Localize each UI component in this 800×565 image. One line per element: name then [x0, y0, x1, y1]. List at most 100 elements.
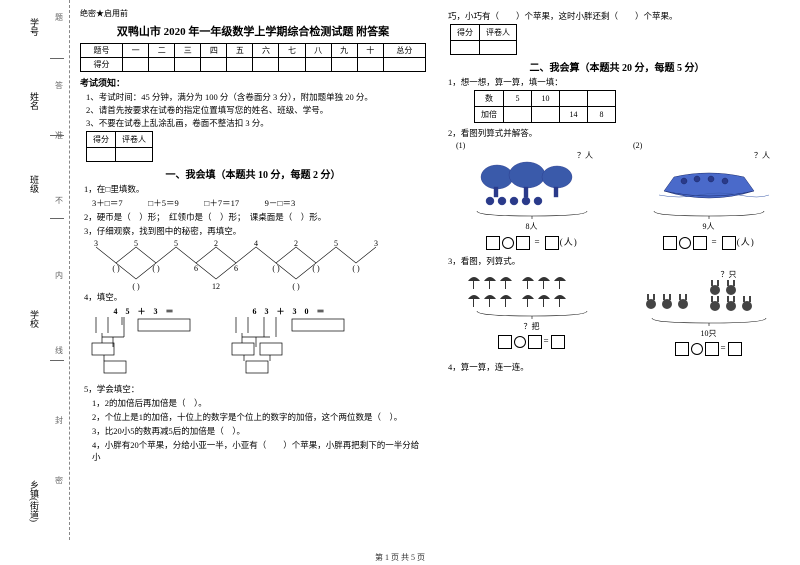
count-label: 9人 — [627, 221, 790, 232]
count-label: 10只 — [627, 328, 790, 339]
confidential-tag: 绝密★启用前 — [80, 8, 426, 19]
equation-row[interactable]: = (人) — [450, 235, 613, 250]
table-cell[interactable] — [504, 107, 532, 123]
brace-icon — [467, 309, 597, 319]
marker-blank[interactable] — [480, 41, 517, 55]
marker-cell: 评卷人 — [480, 25, 517, 41]
score-header: 六 — [253, 44, 279, 58]
table-cell[interactable] — [560, 91, 588, 107]
score-cell[interactable] — [279, 58, 305, 72]
section-a-title: 一、我会填（本题共 10 分，每题 2 分） — [80, 166, 426, 181]
zig-blank: ( ) — [352, 264, 360, 273]
table-cell[interactable] — [588, 91, 616, 107]
equation-row[interactable]: = — [450, 335, 613, 349]
marker-blank[interactable] — [116, 148, 153, 162]
score-header: 二 — [149, 44, 175, 58]
score-header: 十 — [357, 44, 383, 58]
zig-num: 6 — [234, 264, 238, 273]
score-row-label: 得分 — [81, 58, 123, 72]
zig-blank: ( ) — [112, 264, 120, 273]
score-header: 五 — [227, 44, 253, 58]
table-cell: 8 — [588, 107, 616, 123]
section-b-title: 二、我会算（本题共 20 分，每题 5 分） — [444, 59, 790, 74]
unknown-label: ？只 — [667, 269, 790, 280]
binding-label: 学校 — [28, 310, 41, 328]
page-footer: 第 1 页 共 5 页 — [0, 552, 800, 563]
score-cell[interactable] — [175, 58, 201, 72]
zig-num: 5 — [334, 239, 338, 248]
table-cell: 数 — [475, 91, 504, 107]
brace-icon — [644, 209, 774, 219]
umbrella-group-icon — [450, 269, 613, 309]
zig-num: 12 — [212, 282, 220, 291]
table-cell: 5 — [504, 91, 532, 107]
picture-row: (1) ？人 8人 = (人) (2) ？人 — [450, 141, 790, 253]
decompose-row: 4 5 ＋ 3 ＝ 6 3 ＋ 3 0 ＝ — [90, 306, 426, 375]
exam-title: 双鸭山市 2020 年一年级数学上学期综合检测试题 附答案 — [80, 23, 426, 39]
marker-cell: 得分 — [451, 25, 480, 41]
binding-label: 学号 — [28, 18, 41, 36]
marker-table: 得分评卷人 — [450, 24, 517, 55]
equation-row[interactable]: = — [627, 342, 790, 356]
picture-block: (1) ？人 8人 = (人) — [450, 141, 613, 253]
zig-num: 4 — [254, 239, 258, 248]
question-subline: 4，小胖有20个苹果，分给小亚一半，小亚有（ ）个苹果，小胖再把剩下的一半分给小 — [92, 439, 426, 463]
seal-char: 线 — [55, 345, 63, 356]
question-text: 4，算一算，连一连。 — [448, 361, 790, 373]
seal-char: 封 — [55, 415, 63, 426]
right-column: 巧，小巧有（ ）个苹果，这时小胖还剩（ ）个苹果。 得分评卷人 二、我会算（本题… — [444, 8, 790, 553]
score-cell[interactable] — [227, 58, 253, 72]
question-subline: 2，个位上是1的加倍，十位上的数字是个位上的数字的加倍，这个两位数是（ ）。 — [92, 411, 426, 423]
equation-row[interactable]: = (人) — [627, 235, 790, 250]
marker-cell: 评卷人 — [116, 132, 153, 148]
table-cell: 14 — [560, 107, 588, 123]
question-subline: 3，比20小5的数再减5后的加倍是（ ）。 — [92, 425, 426, 437]
score-header: 一 — [123, 44, 149, 58]
zig-num: 5 — [174, 239, 178, 248]
double-table: 数 5 10 加倍 14 8 — [474, 90, 616, 123]
notice-title: 考试须知： — [80, 76, 426, 89]
zig-blank: ( ) — [312, 264, 320, 273]
zig-num: 2 — [214, 239, 218, 248]
table-cell[interactable] — [532, 107, 560, 123]
question-text: 4，填空。 — [84, 291, 426, 303]
question-text: 2，看图列算式并解答。 — [448, 127, 790, 139]
seal-char: 内 — [55, 270, 63, 281]
score-cell[interactable] — [149, 58, 175, 72]
notice-line: 2、请首先按要求在试卷的指定位置填写您的姓名、班级、学号。 — [86, 104, 426, 117]
notice-line: 1、考试时间：45 分钟，满分为 100 分（含卷面分 3 分），附加题单独 2… — [86, 91, 426, 104]
score-cell[interactable] — [331, 58, 357, 72]
binding-line — [50, 218, 64, 219]
binding-label: 姓名 — [28, 92, 41, 110]
unknown-label: ？把 — [450, 321, 613, 332]
score-table: 题号 一 二 三 四 五 六 七 八 九 十 总分 得分 — [80, 43, 426, 72]
zig-num: 2 — [294, 239, 298, 248]
score-cell[interactable] — [201, 58, 227, 72]
picture-row: ？把 = ？只 — [450, 269, 790, 359]
picture-block: (2) ？人 9人 = (人) — [627, 141, 790, 253]
decompose-block: 4 5 ＋ 3 ＝ — [90, 306, 200, 375]
score-cell[interactable] — [383, 58, 425, 72]
marker-cell: 得分 — [87, 132, 116, 148]
score-cell[interactable] — [123, 58, 149, 72]
decompose-expr: 4 5 ＋ 3 ＝ — [114, 306, 177, 317]
tree-children-icon — [450, 161, 613, 209]
boat-icon — [627, 161, 790, 209]
question-text: 3，看图，列算式。 — [448, 255, 790, 267]
score-header: 七 — [279, 44, 305, 58]
notice-line: 3、不要在试卷上乱涂乱画，卷面不整洁扣 3 分。 — [86, 117, 426, 130]
marker-blank[interactable] — [87, 148, 116, 162]
seal-char: 答 — [55, 80, 63, 91]
score-cell[interactable] — [305, 58, 331, 72]
binding-label: 班级 — [28, 175, 41, 193]
binding-line — [50, 360, 64, 361]
marker-blank[interactable] — [451, 41, 480, 55]
question-expr: 3＋□＝7 □＋5＝9 □＋7＝17 9－□＝3 — [92, 197, 426, 209]
score-cell[interactable] — [357, 58, 383, 72]
score-cell[interactable] — [253, 58, 279, 72]
binding-line — [50, 58, 64, 59]
table-cell: 加倍 — [475, 107, 504, 123]
question-text: 2，硬币是（ ）形； 红领巾是（ ）形； 课桌面是（ ）形。 — [84, 211, 426, 223]
binding-label: 乡镇(街道) — [28, 480, 41, 522]
score-header: 三 — [175, 44, 201, 58]
